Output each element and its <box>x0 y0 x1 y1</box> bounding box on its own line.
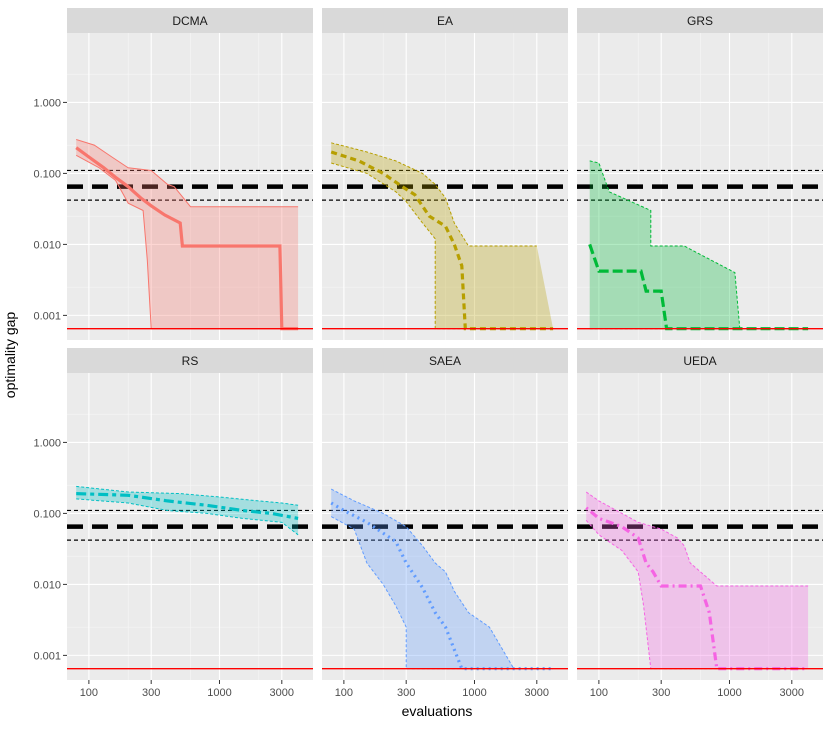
median-line <box>585 506 809 671</box>
facet-title: UEDA <box>683 354 716 368</box>
ribbon-lower-line <box>331 162 554 330</box>
y-tick-label: 0.001 <box>33 650 61 662</box>
facet-panel-ea: EA <box>322 8 568 340</box>
facet-title: DCMA <box>172 14 207 28</box>
x-tick-label: 100 <box>80 687 98 699</box>
confidence-ribbon <box>331 489 554 669</box>
x-tick-label: 3000 <box>780 687 804 699</box>
x-tick-label: 1000 <box>462 687 486 699</box>
y-tick-label: 0.001 <box>33 310 61 322</box>
facet-panel-saea: SAEA 100 300 1000 3000 <box>322 348 568 699</box>
confidence-ribbon <box>586 492 809 669</box>
facet-title: EA <box>437 14 453 28</box>
ribbon-upper-line <box>331 142 537 247</box>
facet-title: SAEA <box>429 354 461 368</box>
facet-strip <box>67 8 313 33</box>
y-tick-label: 1.000 <box>33 437 61 449</box>
facet-title: GRS <box>687 14 713 28</box>
ribbon-upper-line <box>330 488 537 670</box>
ribbon-upper-line <box>585 491 809 587</box>
ribbon-upper-line <box>589 160 809 330</box>
y-tick-label: 0.100 <box>33 168 61 180</box>
x-tick-label: 300 <box>142 687 160 699</box>
median-line <box>75 146 299 331</box>
y-axis-title: optimality gap <box>2 312 18 399</box>
ribbon-upper-line <box>76 139 299 208</box>
facet-strip <box>67 348 313 373</box>
facet-panel-rs: RS 0.001 0.010 0.100 1.000 100 300 1000 3000 <box>33 348 313 699</box>
facet-strip <box>577 8 823 33</box>
facet-strip <box>322 348 568 373</box>
y-tick-label: 0.010 <box>33 579 61 591</box>
x-tick-label: 100 <box>590 687 608 699</box>
x-tick-label: 100 <box>335 687 353 699</box>
median-line <box>76 492 299 520</box>
x-tick-label: 300 <box>652 687 670 699</box>
facet-strip <box>322 8 568 33</box>
facet-panel-ueda: UEDA 100 300 1000 3000 <box>577 348 823 699</box>
x-tick-label: 300 <box>397 687 415 699</box>
facet-strip <box>577 348 823 373</box>
facet-panel-grs: GRS <box>577 8 823 340</box>
y-tick-label: 0.010 <box>33 239 61 251</box>
confidence-ribbon <box>76 486 299 535</box>
x-tick-label: 1000 <box>207 687 231 699</box>
ribbon-lower-line <box>330 516 554 670</box>
facet-title: RS <box>182 354 199 368</box>
ribbon-lower-line <box>75 154 299 330</box>
x-tick-label: 3000 <box>270 687 294 699</box>
facet-panel-dcma: DCMA 0.001 0.010 0.100 1.000 <box>33 8 313 340</box>
confidence-ribbon <box>331 142 554 329</box>
x-axis-title: evaluations <box>402 703 473 719</box>
ribbon-lower-line <box>76 498 299 536</box>
y-tick-label: 1.000 <box>33 97 61 109</box>
y-tick-label: 0.100 <box>33 508 61 520</box>
confidence-ribbon <box>76 139 299 329</box>
x-tick-label: 1000 <box>717 687 741 699</box>
median-line <box>330 150 554 331</box>
x-tick-label: 3000 <box>525 687 549 699</box>
ribbon-upper-line <box>76 485 299 506</box>
